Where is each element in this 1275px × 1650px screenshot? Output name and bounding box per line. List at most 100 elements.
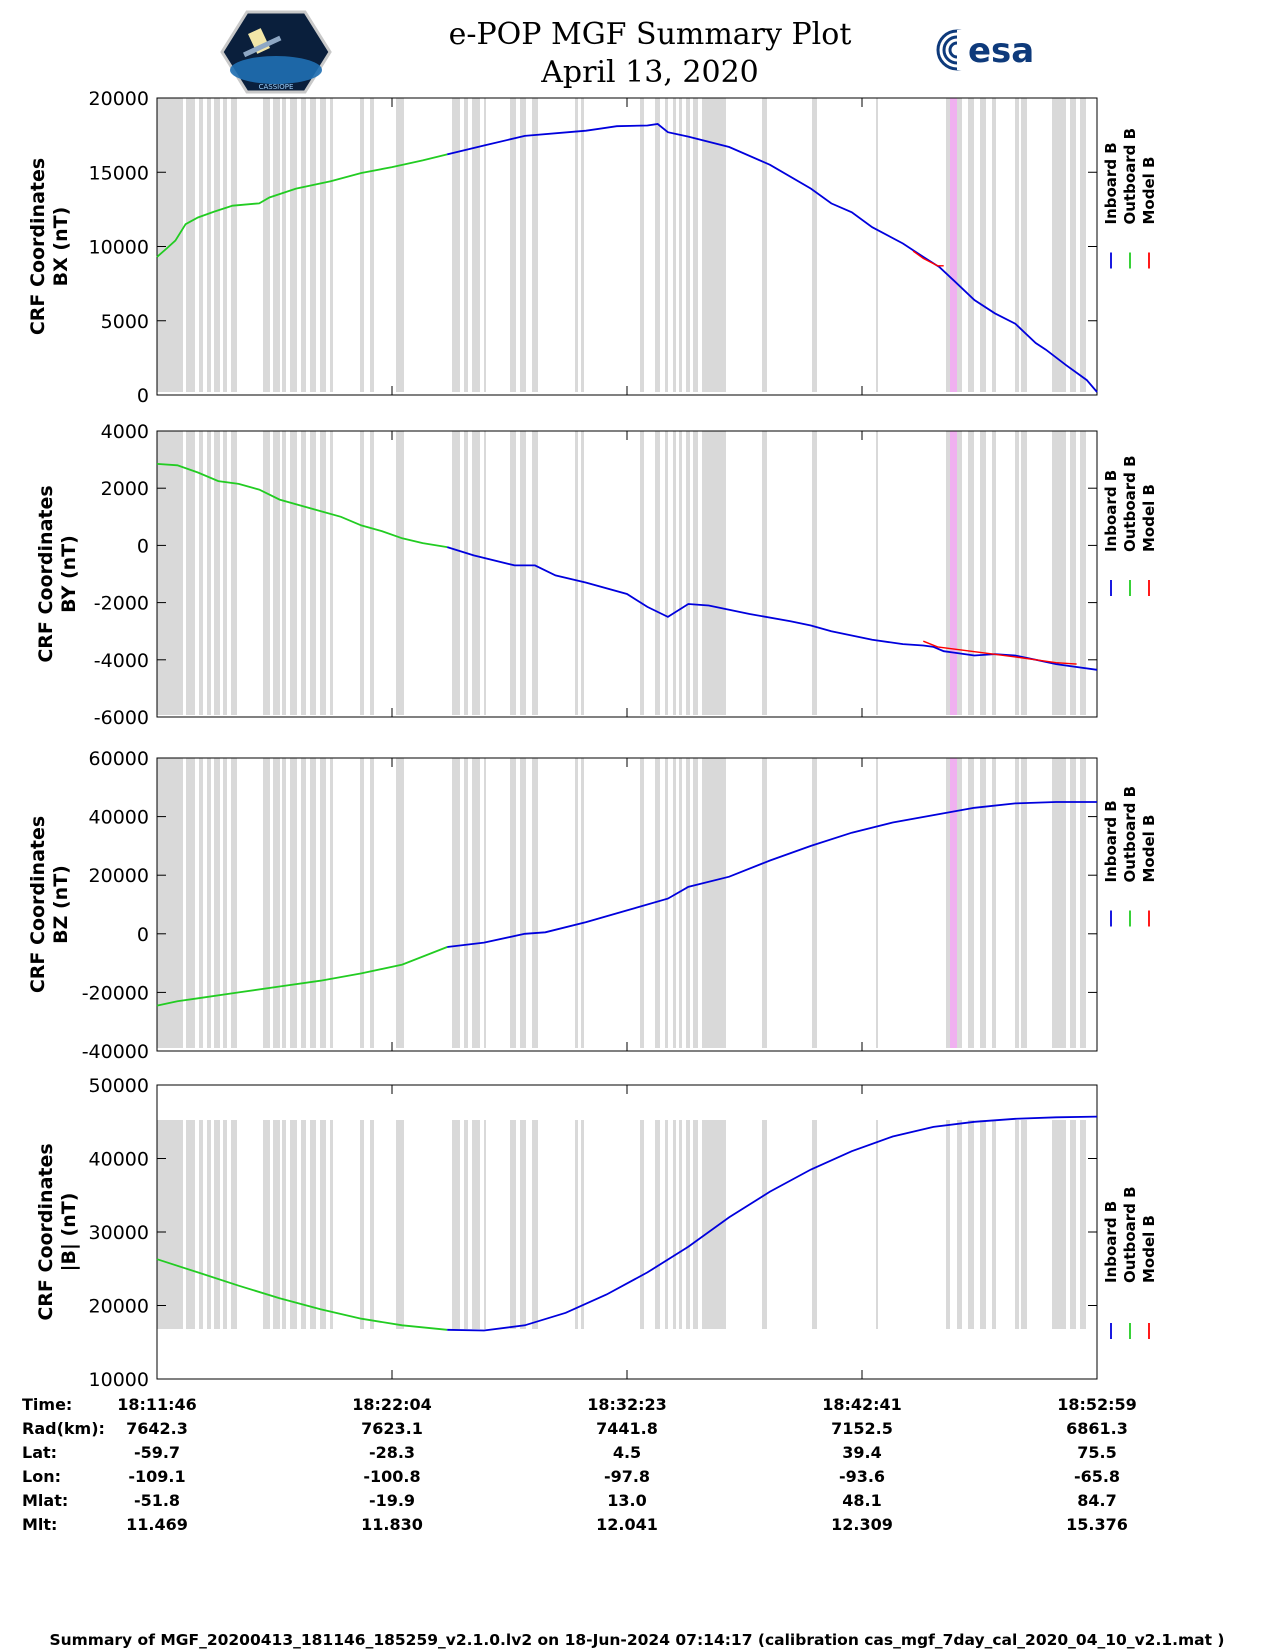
data-gap-stripe [655,431,660,715]
table-cell: 18:32:23 [587,1395,667,1414]
data-gap-stripe [1080,98,1086,392]
model-series-line [923,640,1077,665]
data-gap-stripe [301,431,306,715]
table-cell: 15.376 [1066,1515,1128,1534]
data-gap-stripe [520,431,526,715]
y-tick-label: -2000 [94,593,149,615]
table-cell: 84.7 [1077,1491,1116,1510]
data-gap-stripe [992,98,996,392]
data-gap-stripe [452,431,460,715]
data-gap-stripe [360,1120,364,1329]
data-gap-stripe [207,758,211,1048]
data-gap-stripe [396,431,404,715]
table-cell: 11.469 [126,1515,188,1534]
data-gap-stripe [812,431,817,715]
data-gap-stripe [330,431,333,715]
table-row-label: Mlt: [22,1515,57,1534]
table-cell: 4.5 [613,1443,641,1462]
data-gap-stripe [640,758,644,1048]
data-gap-stripe [199,431,203,715]
y-tick-label: -6000 [94,707,149,729]
data-gap-stripe [214,98,220,392]
data-gap-stripe [581,431,584,715]
data-gap-stripe [686,98,690,392]
data-gap-stripe [231,1120,237,1329]
data-gap-stripe [1015,758,1019,1048]
data-gap-stripe [762,1120,767,1329]
data-gap-stripe [472,758,480,1048]
data-gap-stripe [263,98,270,392]
data-gap-stripe [360,431,364,715]
data-gap-stripe [223,758,227,1048]
data-gap-stripe [673,1120,676,1329]
data-gap-stripe [980,98,986,392]
data-gap-stripe [640,1120,644,1329]
data-gap-stripe [207,431,211,715]
y-tick-label: 20000 [89,1296,149,1318]
data-gap-stripe [263,758,270,1048]
data-gap-stripe [301,1120,306,1329]
legend-label: Inboard B [1102,800,1120,882]
data-gap-stripe [207,98,211,392]
data-gap-stripe [980,431,986,715]
data-gap-stripe [330,1120,333,1329]
y-axis-label-line1: CRF Coordinates [35,1143,57,1320]
data-gap-stripe [980,1120,986,1329]
data-gap-stripe [214,758,220,1048]
data-gap-stripe [1080,431,1086,715]
legend-label: Outboard B [1121,455,1139,552]
y-axis-label-line2: BX (nT) [50,207,72,287]
data-gap-stripe [273,758,280,1048]
data-gap-stripe [957,431,962,715]
data-gap-stripe [876,431,878,715]
legend-label: Inboard B [1102,470,1120,552]
inboard-series-line [447,1115,1098,1332]
data-gap-stripe [665,98,668,392]
data-gap-stripe [679,431,682,715]
data-gap-stripe [186,1120,195,1329]
y-tick-label: -20000 [82,982,149,1004]
data-gap-stripe [1052,1120,1066,1329]
data-gap-stripe [575,1120,578,1329]
panel-bx: 0 5000 10000 15000 20000 CRF CoordinatesBX (n… [27,88,1158,407]
table-cell: -59.7 [134,1443,180,1462]
data-gap-stripe [452,1120,460,1329]
data-gap-stripe [282,431,286,715]
panel-bz: -40000 -20000 0 20000 40000 60000 CRF Coordina… [27,748,1158,1063]
data-gap-stripe [581,758,584,1048]
data-gap-stripe [673,98,676,392]
data-gap-stripe [263,431,270,715]
data-gap-stripe [510,431,516,715]
y-axis-label: CRF CoordinatesBY (nT) [35,485,80,662]
model-series-line [912,250,944,267]
axes-frame [156,1084,1098,1380]
y-tick-label: -40000 [82,1041,149,1063]
data-gap-stripe [575,98,578,392]
table-cell: 18:22:04 [352,1395,432,1414]
legend-label: Inboard B [1102,142,1120,224]
data-gap-stripe [1021,1120,1027,1329]
table-cell: -51.8 [134,1491,180,1510]
y-tick-label: 20000 [89,865,149,887]
data-gap-stripe [290,758,297,1048]
table-cell: -109.1 [128,1467,185,1486]
data-gap-stripe [655,1120,660,1329]
data-gap-stripe [575,431,578,715]
data-gap-stripe [484,431,486,715]
legend-label: Model B [1140,1215,1158,1283]
data-gap-stripe [686,1120,690,1329]
data-gap-stripe [231,431,237,715]
data-gap-stripe [968,1120,974,1329]
esa-logo-text: esa [968,31,1034,71]
y-tick-label: 40000 [89,807,149,829]
data-gap-stripe [484,98,486,392]
data-gap-stripe [655,758,660,1048]
ephemeris-table: Time: Rad(km): Lat: Lon: Mlat: Mlt: 18:11:46 76… [22,1395,1137,1534]
table-cell: 39.4 [842,1443,881,1462]
table-cell: 75.5 [1077,1443,1116,1462]
data-gap-stripe [273,431,280,715]
data-gap-stripe [310,98,316,392]
data-gap-stripe [231,758,237,1048]
legend-label: Inboard B [1102,1201,1120,1283]
data-gap-stripe [946,98,950,392]
